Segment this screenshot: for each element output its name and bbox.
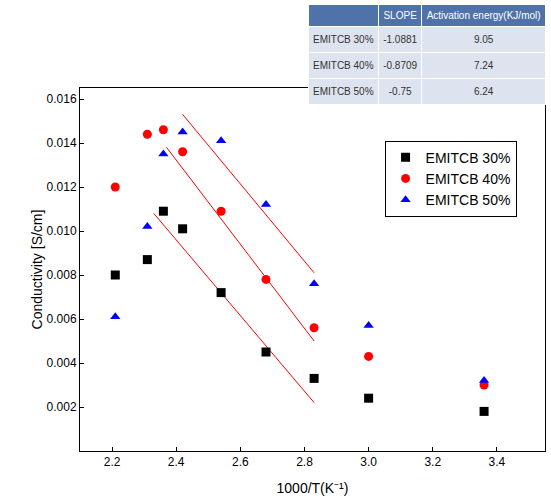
html-text:EMITCB 30%: EMITCB 30% (313, 34, 374, 45)
svg-text:0.006: 0.006 (47, 312, 77, 326)
html-text:EMITCB 40%: EMITCB 40% (313, 60, 374, 71)
html-text:6.24: 6.24 (473, 86, 494, 97)
svg-text:0.012: 0.012 (47, 180, 77, 194)
svg-text:EMITCB 40%: EMITCB 40% (426, 171, 511, 187)
html-text:-0.75: -0.75 (388, 86, 412, 97)
html-text:SLOPE: SLOPE (383, 10, 417, 21)
html-text:EMITCB 50%: EMITCB 50% (313, 86, 374, 97)
svg-text:0.008: 0.008 (47, 268, 77, 282)
svg-text:0.004: 0.004 (47, 356, 77, 370)
svg-text:1000/T(K⁻¹): 1000/T(K⁻¹) (277, 480, 349, 496)
svg-text:2.2: 2.2 (104, 455, 121, 469)
svg-text:3.2: 3.2 (424, 455, 441, 469)
svg-text:0.014: 0.014 (47, 136, 77, 150)
svg-text:EMITCB 30%: EMITCB 30% (426, 150, 511, 166)
svg-text:2.6: 2.6 (232, 455, 249, 469)
html-text:-1.0881: -1.0881 (383, 34, 418, 45)
svg-text:3.0: 3.0 (360, 455, 377, 469)
html-text:-0.8709: -0.8709 (383, 60, 418, 71)
svg-text:2.8: 2.8 (296, 455, 313, 469)
svg-text:0.010: 0.010 (47, 224, 77, 238)
html-text:9.05: 9.05 (473, 34, 494, 45)
svg-text:3.4: 3.4 (489, 455, 506, 469)
svg-text:0.016: 0.016 (47, 92, 77, 106)
svg-text:EMITCB 50%: EMITCB 50% (426, 192, 511, 208)
svg-text:0.002: 0.002 (47, 400, 77, 414)
html-text:Activation energy(KJ/mol): Activation energy(KJ/mol) (426, 10, 541, 21)
svg-text:2.4: 2.4 (168, 455, 185, 469)
html-text:7.24: 7.24 (473, 60, 494, 71)
svg-text:Conductivity [S/cm]: Conductivity [S/cm] (29, 210, 45, 330)
